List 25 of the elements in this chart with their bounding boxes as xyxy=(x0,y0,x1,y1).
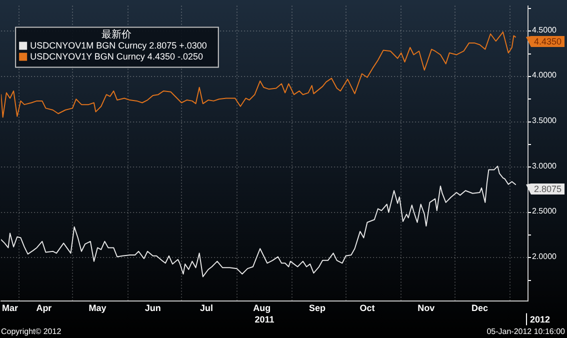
x-tick-label: Mar xyxy=(2,303,18,314)
x-tick-label: Jun xyxy=(144,303,161,314)
x-tick-label: May xyxy=(88,303,106,314)
text: Copyright© 2012 xyxy=(1,327,62,336)
x-tick-label: Jul xyxy=(200,303,213,314)
x-tick-label: Dec xyxy=(472,303,488,314)
y-tick-label: 3.0000 xyxy=(532,161,558,170)
y-tick-label: 4.0000 xyxy=(532,70,558,80)
text: 2011 xyxy=(254,314,274,325)
legend-title: 最新价 xyxy=(101,28,132,41)
x-tick-label: Nov xyxy=(418,303,435,314)
y-tick-label: 4.5000 xyxy=(532,25,558,34)
y-tick-label: 2.0000 xyxy=(532,252,558,261)
y-tick-label: 2.5000 xyxy=(532,206,558,216)
text: 05-Jan-2012 10:16:00 xyxy=(486,327,566,336)
annotation: 4.4350 xyxy=(534,36,562,47)
x-tick-label: Sep xyxy=(308,303,326,314)
x-tick-label: Apr xyxy=(36,303,52,314)
legend-label: USDCNYOV1Y BGN Curncy 4.4350 -.0250 xyxy=(30,51,203,62)
text: 2012 xyxy=(530,314,550,325)
legend-label: USDCNYOV1M BGN Curncy 2.8075 +.0300 xyxy=(30,40,207,50)
x-tick-label: Aug xyxy=(253,303,271,314)
x-tick-label: Oct xyxy=(360,303,375,314)
y-tick-label: 3.5000 xyxy=(532,116,558,125)
annotation: 2.8075 xyxy=(534,184,562,194)
